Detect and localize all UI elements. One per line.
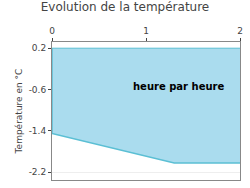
svg-text:2: 2	[237, 26, 243, 36]
svg-text:-1.4: -1.4	[29, 126, 47, 136]
svg-text:Evolution de la température: Evolution de la température	[41, 0, 210, 14]
svg-text:Température en °C: Température en °C	[14, 69, 24, 155]
svg-text:0.2: 0.2	[32, 43, 46, 53]
svg-text:0: 0	[49, 26, 55, 36]
svg-text:-0.6: -0.6	[29, 85, 47, 95]
svg-text:-2.2: -2.2	[29, 167, 47, 177]
svg-text:heure par heure: heure par heure	[133, 81, 224, 92]
svg-text:1: 1	[143, 26, 149, 36]
